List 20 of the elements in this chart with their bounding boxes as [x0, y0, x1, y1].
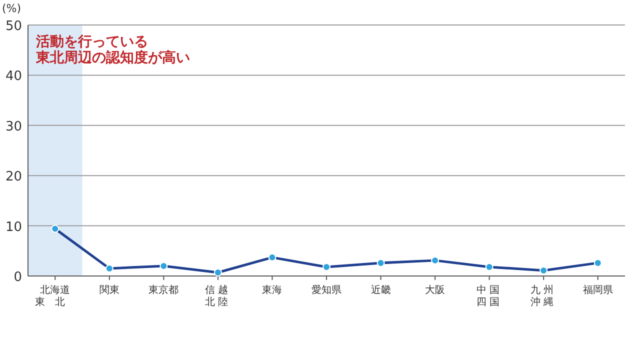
y-tick-label: 20	[5, 170, 22, 185]
x-tick-label: 近畿	[370, 284, 391, 296]
x-tick-label: 大阪	[425, 284, 446, 296]
y-tick-label: 50	[5, 19, 22, 34]
y-tick-label: 10	[5, 220, 22, 235]
x-tick-label: 愛知県	[312, 284, 342, 296]
x-tick-label: 福岡県	[582, 284, 613, 296]
annotation: 東北周辺の認知度が高い	[35, 49, 190, 66]
x-tick-label: 信越北陸	[204, 284, 231, 308]
x-tick-label: 関東	[99, 284, 120, 296]
x-tick-label: 九州沖縄	[530, 284, 557, 308]
y-tick-label: 0	[14, 270, 22, 285]
x-tick-label: 東京都	[148, 284, 179, 296]
y-tick-label: 30	[5, 119, 22, 134]
x-tick-label: 北海道東北	[35, 284, 76, 308]
x-tick-label: 中国四国	[476, 284, 502, 308]
y-tick-label: 40	[5, 69, 22, 84]
x-tick-label: 東海	[262, 284, 282, 296]
y-axis-title: (%)	[2, 2, 22, 15]
annotation: 活動を行っている	[35, 34, 148, 50]
